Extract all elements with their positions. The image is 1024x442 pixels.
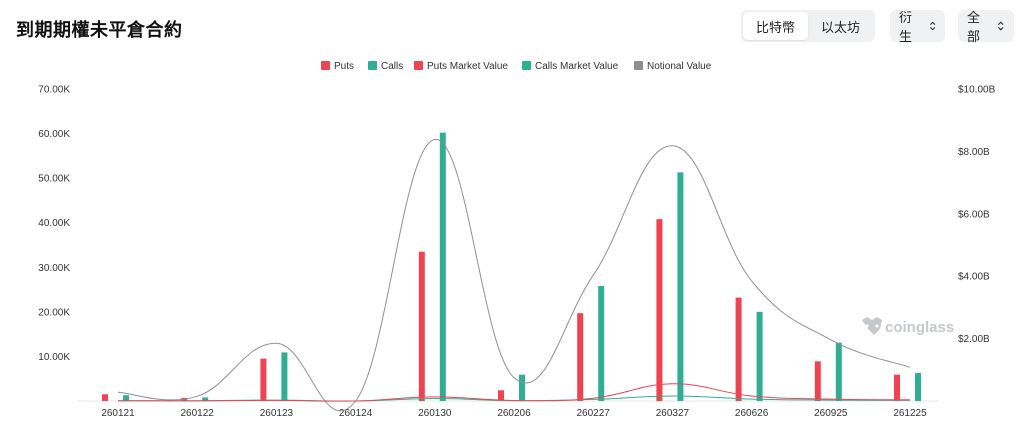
right-tick-label: $10.00B — [958, 85, 996, 96]
x-tick-label: 260123 — [260, 408, 294, 419]
calls-bar — [439, 132, 446, 401]
bars — [102, 132, 921, 401]
x-tick-label: 260227 — [577, 408, 611, 419]
left-tick-label: 60.00K — [38, 129, 70, 140]
right-tick-label: $2.00B — [958, 334, 990, 345]
puts-bar — [814, 361, 821, 401]
notional-value-line — [117, 138, 911, 412]
chart-legend: Puts Calls Puts Market Value Calls Market V… — [321, 61, 712, 72]
legend-label: Puts — [334, 61, 354, 72]
calls-bar — [281, 352, 288, 401]
legend-swatch — [414, 61, 423, 70]
left-y-axis: 10.00K 20.00K 30.00K 40.00K 50.00K 60.00K 70.0… — [38, 85, 70, 363]
x-tick-label: 260925 — [814, 408, 848, 419]
watermark-text: coinglass — [885, 319, 954, 336]
x-tick-label: 260124 — [339, 408, 373, 419]
x-tick-label: 260130 — [418, 408, 452, 419]
legend-label: Calls — [381, 61, 403, 72]
calls-bar — [598, 286, 605, 401]
legend-label: Calls Market Value — [535, 61, 619, 72]
legend-swatch — [634, 61, 643, 70]
chevron-updown-icon — [998, 21, 1004, 31]
tab-bitcoin[interactable]: 比特幣 — [743, 12, 808, 40]
puts-market-value-line — [117, 383, 911, 402]
scope-dropdown-label: 全部 — [967, 10, 981, 44]
calls-bar — [519, 374, 525, 401]
left-tick-label: 70.00K — [38, 85, 70, 96]
chevron-updown-icon — [929, 21, 936, 31]
value-lines — [117, 138, 911, 412]
x-tick-label: 260626 — [735, 408, 769, 419]
x-tick-label: 260327 — [656, 408, 690, 419]
x-tick-label: 261225 — [893, 408, 927, 419]
right-tick-label: $4.00B — [958, 272, 990, 283]
coinglass-watermark: coinglass — [862, 317, 954, 336]
puts-bar — [418, 251, 425, 401]
legend-swatch — [522, 61, 531, 70]
calls-bar — [202, 397, 209, 401]
asset-toggle: 比特幣 以太坊 — [741, 10, 875, 42]
legend-calls-market-value: Calls Market Value — [522, 61, 619, 72]
calls-bar — [915, 372, 921, 401]
legend-calls: Calls — [368, 61, 403, 72]
left-tick-label: 20.00K — [38, 307, 70, 318]
legend-label: Puts Market Value — [427, 61, 508, 72]
x-tick-label: 260206 — [497, 408, 531, 419]
coinglass-logo-icon — [862, 317, 882, 335]
right-y-axis: $2.00B $4.00B $6.00B $8.00B $10.00B — [958, 85, 996, 346]
x-axis: 260121 260122 260123 260124 260130 260206 2602… — [101, 408, 927, 419]
legend-notional-value: Notional Value — [634, 61, 712, 72]
page-title: 到期期權未平倉合約 — [16, 20, 183, 40]
puts-bar — [102, 394, 108, 401]
puts-bar — [735, 297, 742, 401]
calls-bar — [835, 342, 842, 401]
left-tick-label: 50.00K — [38, 174, 70, 185]
calls-bar — [677, 172, 684, 401]
calls-bar — [123, 395, 129, 401]
legend-puts: Puts — [321, 61, 354, 72]
type-dropdown[interactable]: 衍生 — [890, 10, 945, 44]
scope-dropdown[interactable]: 全部 — [958, 10, 1014, 44]
type-dropdown-label: 衍生 — [899, 10, 913, 44]
right-tick-label: $6.00B — [958, 209, 990, 220]
puts-bar — [656, 219, 663, 401]
x-tick-label: 260122 — [181, 408, 215, 419]
x-tick-label: 260121 — [101, 408, 135, 419]
left-tick-label: 30.00K — [38, 263, 70, 274]
legend-swatch — [321, 61, 330, 70]
left-tick-label: 40.00K — [38, 218, 70, 229]
left-tick-label: 10.00K — [38, 352, 70, 363]
puts-bar — [260, 358, 267, 401]
legend-label: Notional Value — [647, 61, 712, 72]
right-tick-label: $8.00B — [958, 147, 990, 158]
legend-swatch — [368, 61, 377, 70]
calls-bar — [756, 311, 763, 401]
puts-bar — [894, 374, 900, 401]
tab-ethereum[interactable]: 以太坊 — [820, 19, 860, 35]
legend-puts-market-value: Puts Market Value — [414, 61, 508, 72]
puts-bar — [498, 390, 504, 401]
puts-bar — [577, 313, 584, 401]
